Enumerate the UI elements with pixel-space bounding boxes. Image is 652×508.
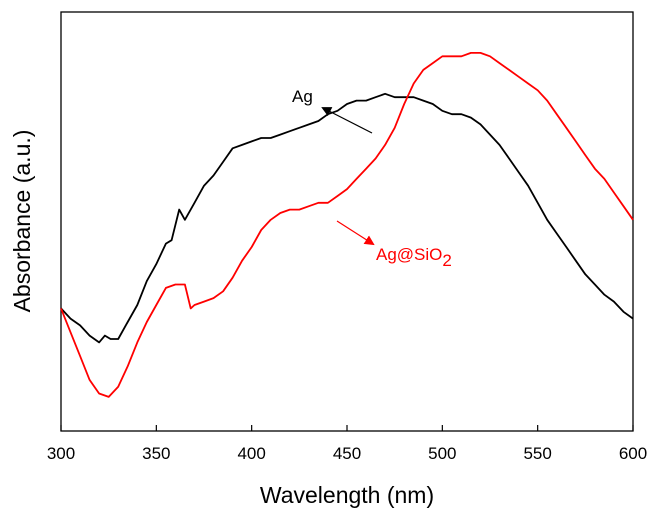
x-axis-ticks <box>60 425 634 431</box>
annotation-agsio2-label: Ag@SiO2 <box>376 245 452 270</box>
x-axis-tick-labels: 300 350 400 450 500 550 600 <box>47 444 647 463</box>
annotation-ag-arrow <box>321 107 373 134</box>
x-tick-label-350: 350 <box>142 444 170 463</box>
annotation-ag-label: Ag <box>292 87 313 106</box>
annotation-agsio2-prefix: Ag@SiO <box>376 245 442 264</box>
series-line-ag <box>60 92 634 344</box>
annotation-agsio2-subscript: 2 <box>442 251 451 270</box>
x-tick-label-500: 500 <box>428 444 456 463</box>
series-line-agsio2 <box>60 52 634 398</box>
series-layer <box>60 52 634 398</box>
x-tick-label-600: 600 <box>619 444 647 463</box>
x-axis-title: Wavelength (nm) <box>260 482 434 508</box>
x-tick-label-450: 450 <box>333 444 361 463</box>
annotation-agsio2-arrow <box>336 220 375 246</box>
x-tick-label-400: 400 <box>237 444 265 463</box>
x-tick-label-300: 300 <box>47 444 75 463</box>
x-tick-label-550: 550 <box>523 444 551 463</box>
y-axis-title: Absorbance (a.u.) <box>9 130 35 313</box>
plot-frame <box>60 11 634 432</box>
